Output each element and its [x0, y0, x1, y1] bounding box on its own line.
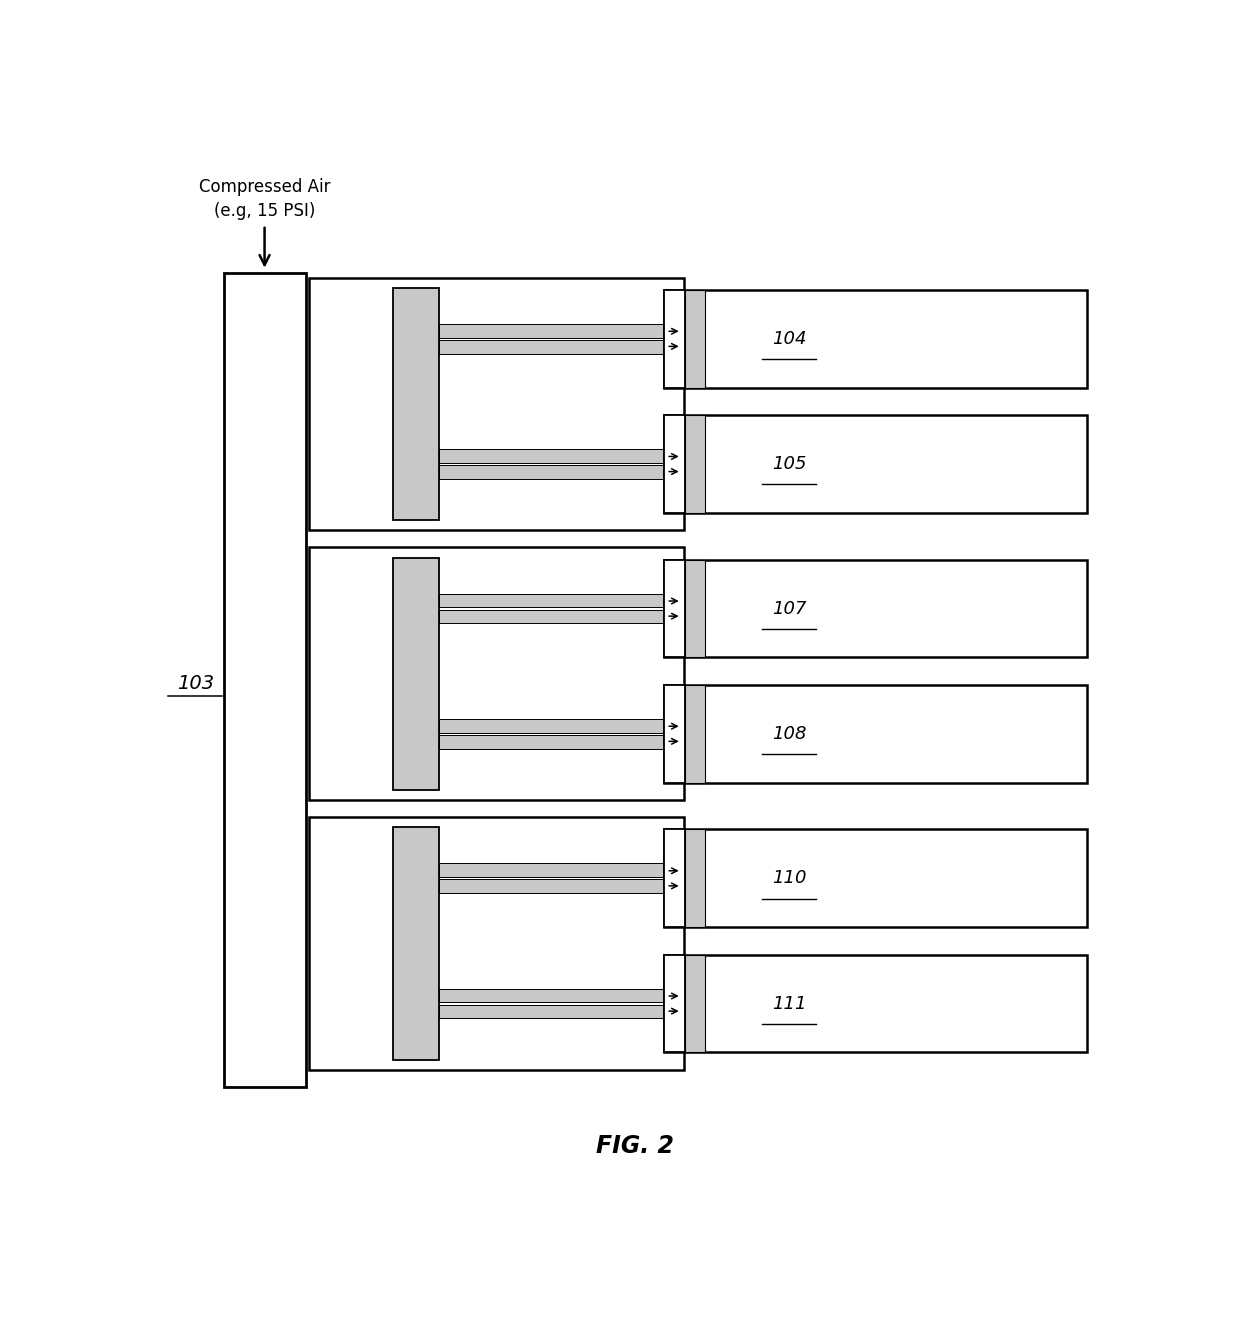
- Bar: [439, 719, 665, 732]
- Bar: [665, 290, 686, 387]
- Bar: [665, 415, 686, 513]
- Bar: [439, 609, 665, 624]
- Bar: [665, 559, 686, 657]
- Bar: [393, 558, 439, 789]
- Text: FIG. 2: FIG. 2: [596, 1134, 675, 1158]
- Bar: [309, 278, 683, 530]
- Bar: [665, 559, 1087, 657]
- Bar: [439, 735, 665, 748]
- Text: 107: 107: [773, 600, 806, 617]
- Bar: [686, 829, 704, 927]
- Text: Compressed Air
(e.g, 15 PSI): Compressed Air (e.g, 15 PSI): [198, 178, 330, 219]
- Bar: [393, 288, 439, 520]
- Bar: [686, 290, 704, 387]
- Bar: [439, 449, 665, 463]
- Text: 104: 104: [773, 329, 806, 348]
- Bar: [686, 415, 704, 513]
- Text: 111: 111: [773, 994, 806, 1013]
- Bar: [686, 685, 704, 783]
- Bar: [665, 415, 1087, 513]
- Bar: [665, 829, 686, 927]
- Bar: [393, 828, 439, 1059]
- Bar: [439, 465, 665, 479]
- Bar: [439, 324, 665, 337]
- Bar: [665, 290, 1087, 387]
- Bar: [665, 685, 1087, 783]
- Bar: [665, 954, 686, 1052]
- Bar: [665, 685, 686, 783]
- Bar: [224, 272, 306, 1087]
- Bar: [665, 829, 1087, 927]
- Bar: [439, 879, 665, 894]
- Bar: [309, 817, 683, 1069]
- Bar: [686, 954, 704, 1052]
- Text: 105: 105: [773, 455, 806, 473]
- Bar: [439, 1005, 665, 1018]
- Bar: [665, 954, 1087, 1052]
- Bar: [439, 340, 665, 354]
- Bar: [439, 989, 665, 1002]
- Text: 108: 108: [773, 724, 806, 743]
- Bar: [686, 559, 704, 657]
- Text: 110: 110: [773, 870, 806, 887]
- Bar: [439, 863, 665, 878]
- Bar: [309, 547, 683, 800]
- Bar: [439, 594, 665, 608]
- Text: 103: 103: [177, 674, 215, 693]
